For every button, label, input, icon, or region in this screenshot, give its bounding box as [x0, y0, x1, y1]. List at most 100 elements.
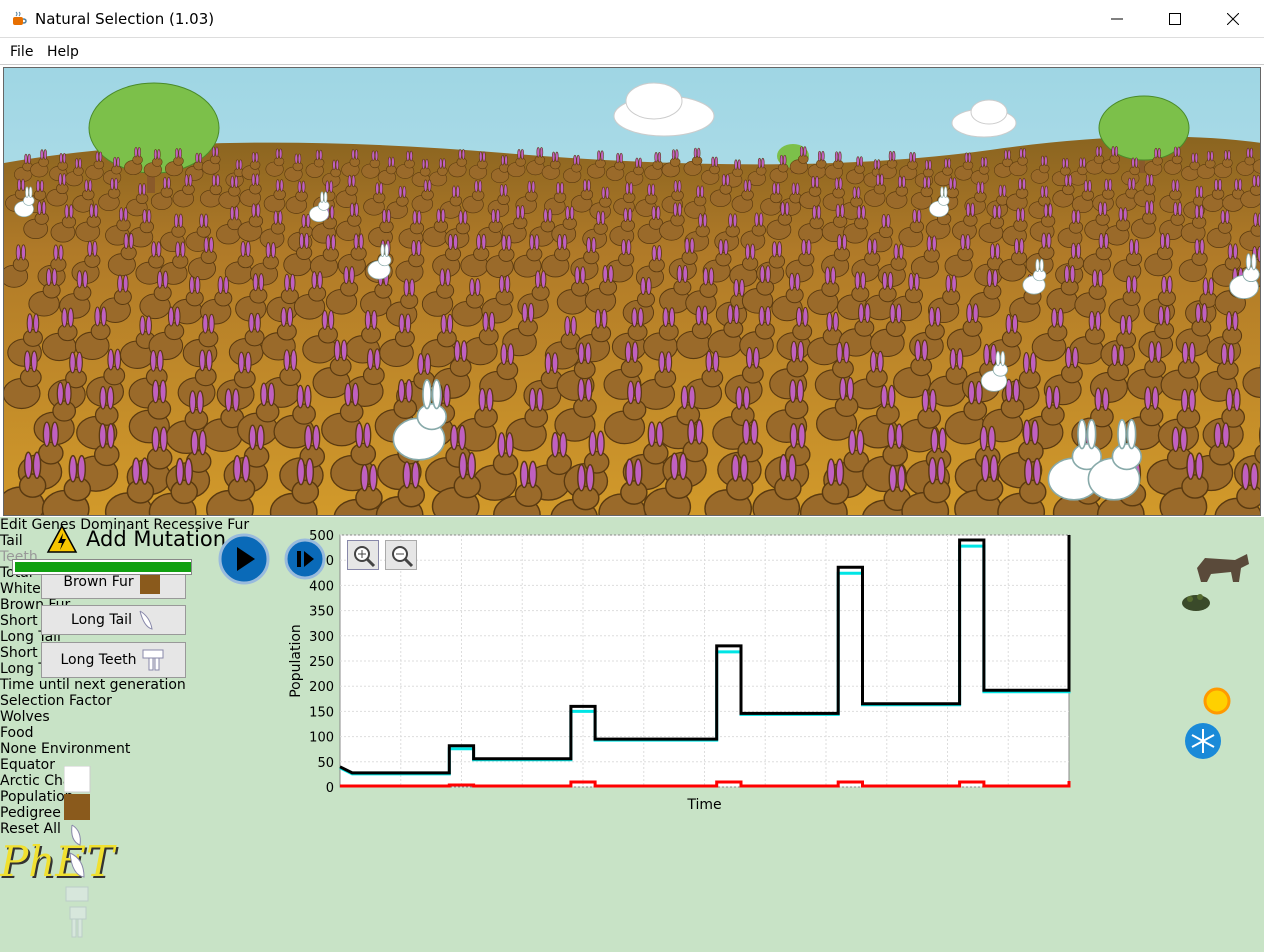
step-button[interactable]: [284, 538, 326, 580]
brown-bunny: [575, 308, 612, 363]
brown-bunny: [584, 265, 618, 314]
menu-file[interactable]: File: [10, 44, 34, 60]
fur-gene-label: Fur: [227, 517, 250, 533]
zoom-out-button[interactable]: [385, 540, 417, 570]
brown-bunny: [944, 234, 974, 278]
cloud-left: [613, 82, 715, 137]
y-tick-label: 50: [317, 756, 334, 771]
zoom-in-icon: [354, 546, 376, 568]
brown-bunny: [1082, 233, 1112, 277]
brown-bunny: [1240, 174, 1260, 209]
white-bunny: [392, 378, 448, 461]
population-label: Population: [0, 789, 74, 805]
brown-bunny: [375, 461, 426, 515]
tail-gene-label: Tail: [0, 533, 23, 549]
brown-bunny: [769, 154, 789, 183]
brown-bunny: [41, 454, 92, 515]
white-bunny: [1087, 418, 1143, 501]
brown-bunny: [41, 307, 78, 362]
close-button[interactable]: [1204, 0, 1262, 38]
y-tick-label: 250: [309, 655, 334, 670]
brown-bunny: [472, 432, 519, 501]
brown-bunny: [676, 305, 712, 360]
long-tail-button[interactable]: Long Tail: [41, 605, 186, 635]
sun-icon: [1203, 687, 1231, 715]
brown-bunny: [513, 234, 543, 278]
brown-bunny: [451, 278, 484, 327]
brown-bunny: [766, 201, 793, 240]
menu-help[interactable]: Help: [47, 44, 79, 60]
white-bunny: [1229, 253, 1260, 300]
brown-bunny: [910, 235, 940, 279]
phet-logo[interactable]: PhET: [0, 837, 1264, 886]
brown-bunny: [954, 152, 974, 181]
brown-bunny: [14, 153, 33, 182]
brown-bunny: [944, 380, 988, 445]
brown-bunny: [187, 236, 217, 281]
play-button[interactable]: [218, 533, 270, 585]
brown-bunny: [842, 205, 869, 244]
brown-bunny: [799, 175, 822, 210]
brown-bunny: [28, 268, 61, 317]
brown-bunny: [302, 309, 338, 364]
brown-bunny: [1206, 209, 1233, 249]
brown-bunny: [1183, 185, 1206, 219]
brown-bunny: [1113, 238, 1143, 283]
brown-bunny: [239, 173, 262, 207]
zoom-in-button[interactable]: [347, 540, 379, 570]
timer-label: Time until next generation: [0, 677, 186, 693]
brown-bunny: [625, 157, 644, 186]
brown-bunny: [1202, 178, 1225, 212]
simulation-scene[interactable]: [3, 67, 1261, 516]
maximize-button[interactable]: [1146, 0, 1204, 38]
brown-bunny: [1239, 212, 1260, 251]
teeth-gene-icon: [65, 886, 89, 938]
brown-bunny: [333, 463, 383, 515]
brown-bunny: [462, 180, 485, 214]
tail-gene-icon: [69, 824, 85, 878]
brown-bunny: [1046, 265, 1079, 314]
brown-bunny: [448, 149, 468, 178]
brown-bunny: [898, 388, 942, 453]
brown-bunny: [998, 238, 1028, 282]
equator-label: Equator: [0, 757, 55, 773]
white-bunny: [1047, 418, 1103, 501]
brown-bunny: [541, 151, 561, 180]
recessive-header: Recessive: [153, 517, 223, 533]
brown-bunny: [86, 348, 126, 408]
brown-bunny: [74, 306, 111, 361]
brown-bunny: [185, 152, 204, 181]
brown-bunny: [1236, 147, 1255, 176]
white-bunny: [309, 191, 330, 223]
brown-bunny: [769, 340, 809, 400]
brown-bunny: [952, 202, 978, 241]
cloud-right: [951, 99, 1017, 138]
y-tick-label: 350: [309, 605, 334, 620]
y-axis-label: Population: [288, 624, 304, 698]
brown-bunny: [1052, 174, 1075, 208]
maximize-icon: [1169, 13, 1181, 25]
brown-bunny: [261, 306, 297, 361]
brown-bunny: [707, 304, 744, 358]
brown-bunny: [683, 147, 703, 176]
brown-bunny: [4, 350, 42, 410]
minimize-button[interactable]: [1088, 0, 1146, 38]
brown-bunny: [807, 150, 827, 179]
brown-bunny: [815, 376, 859, 441]
brown-bunny: [1130, 200, 1157, 239]
brown-bunny: [177, 349, 217, 409]
reset-all-button[interactable]: Reset All: [0, 821, 61, 837]
brown-bunny: [4, 244, 29, 288]
brown-bunny: [148, 306, 185, 361]
brown-bunny: [321, 382, 364, 447]
close-icon: [1227, 13, 1239, 25]
brown-bunny: [143, 149, 163, 178]
long-teeth-button[interactable]: Long Teeth: [41, 642, 186, 678]
brown-bunny: [309, 234, 339, 278]
title-bar: Natural Selection (1.03): [0, 0, 1264, 38]
brown-bunny: [603, 380, 647, 445]
brown-bunny: [1144, 232, 1174, 277]
brown-bunny: [103, 156, 122, 185]
brown-bunny: [1071, 179, 1094, 214]
brown-bunny: [1144, 147, 1163, 176]
